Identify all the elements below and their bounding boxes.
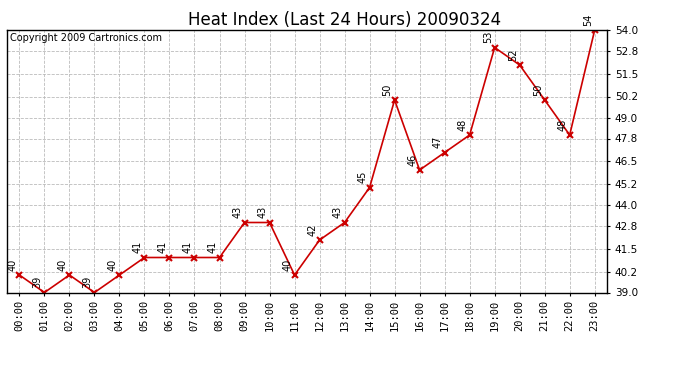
Text: 46: 46 bbox=[408, 154, 417, 166]
Text: 40: 40 bbox=[8, 259, 17, 271]
Text: 42: 42 bbox=[308, 224, 317, 236]
Text: Heat Index (Last 24 Hours) 20090324: Heat Index (Last 24 Hours) 20090324 bbox=[188, 11, 502, 29]
Text: 50: 50 bbox=[533, 84, 543, 96]
Text: 53: 53 bbox=[483, 31, 493, 44]
Text: 40: 40 bbox=[57, 259, 68, 271]
Text: 48: 48 bbox=[558, 118, 568, 131]
Text: 41: 41 bbox=[132, 241, 143, 254]
Text: 50: 50 bbox=[383, 84, 393, 96]
Text: 52: 52 bbox=[508, 48, 518, 61]
Text: 39: 39 bbox=[32, 276, 43, 288]
Text: 45: 45 bbox=[357, 171, 368, 183]
Text: 54: 54 bbox=[583, 13, 593, 26]
Text: 40: 40 bbox=[283, 259, 293, 271]
Text: 43: 43 bbox=[233, 206, 243, 218]
Text: 40: 40 bbox=[108, 259, 117, 271]
Text: 39: 39 bbox=[83, 276, 92, 288]
Text: 41: 41 bbox=[208, 241, 217, 254]
Text: 48: 48 bbox=[457, 118, 468, 131]
Text: 43: 43 bbox=[333, 206, 343, 218]
Text: 43: 43 bbox=[257, 206, 268, 218]
Text: 41: 41 bbox=[157, 241, 168, 254]
Text: 41: 41 bbox=[183, 241, 193, 254]
Text: 47: 47 bbox=[433, 136, 443, 148]
Text: Copyright 2009 Cartronics.com: Copyright 2009 Cartronics.com bbox=[10, 33, 162, 43]
